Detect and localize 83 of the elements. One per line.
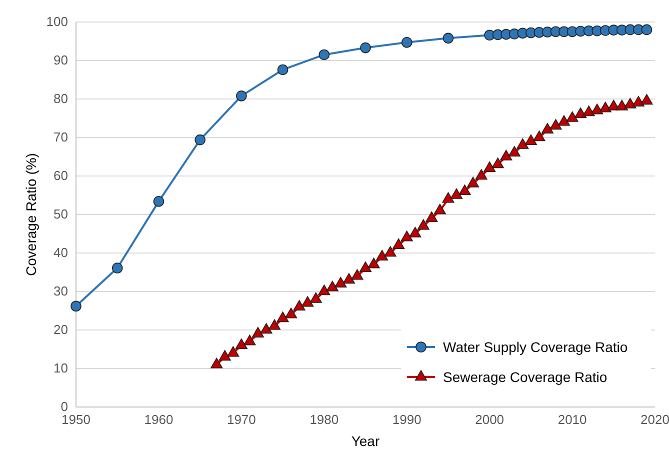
point: [516, 138, 529, 149]
x-tick-label: 2000: [475, 412, 504, 428]
y-tick-label: 80: [54, 91, 68, 106]
point: [326, 280, 338, 292]
point: [252, 326, 264, 338]
point: [458, 184, 471, 196]
point: [293, 300, 306, 311]
x-tick-label: 2020: [640, 412, 669, 428]
point: [426, 211, 438, 222]
y-tick-label: 0: [60, 399, 68, 414]
y-tick-label: 100: [46, 14, 68, 30]
point: [302, 296, 314, 307]
point: [417, 219, 430, 230]
point: [210, 358, 223, 368]
point: [624, 98, 636, 108]
legend-label: Sewerage Coverage Ratio: [443, 369, 608, 385]
point: [484, 161, 496, 172]
y-tick-label: 30: [54, 284, 68, 299]
point: [450, 188, 463, 199]
point: [434, 204, 446, 214]
point: [475, 169, 488, 180]
point: [277, 64, 288, 76]
y-tick-label: 50: [54, 206, 68, 222]
point: [318, 49, 330, 60]
point: [508, 146, 520, 157]
y-tick-label: 90: [54, 52, 68, 68]
point: [376, 250, 388, 261]
point: [194, 134, 206, 146]
point: [227, 346, 240, 357]
point: [359, 261, 372, 272]
x-tick-label: 2010: [558, 412, 587, 428]
point: [500, 150, 512, 160]
y-tick-label: 40: [54, 245, 68, 260]
point: [392, 238, 405, 249]
point: [574, 107, 587, 118]
point: [442, 192, 454, 203]
point: [334, 276, 347, 288]
x-tick-label: 1950: [62, 412, 90, 428]
y-axis-title: Coverage Ratio (%): [23, 153, 39, 276]
point: [351, 269, 364, 280]
point: [368, 258, 380, 268]
point: [400, 230, 413, 242]
point: [442, 32, 454, 44]
legend-label: Water Supply Coverage Ratio: [443, 339, 628, 355]
point: [244, 334, 256, 346]
point: [533, 130, 546, 142]
point: [558, 115, 570, 126]
y-tick-label: 10: [54, 360, 68, 376]
point: [632, 96, 644, 107]
x-tick-label: 1970: [226, 412, 256, 428]
point: [384, 246, 396, 257]
point: [268, 319, 281, 330]
point: [582, 106, 595, 116]
point: [640, 94, 653, 105]
point: [401, 37, 412, 48]
point: [409, 226, 422, 238]
point: [218, 350, 231, 361]
point: [260, 323, 272, 334]
point: [550, 119, 562, 130]
x-axis-title: Year: [351, 433, 380, 449]
x-tick-label: 1990: [392, 412, 422, 428]
point: [641, 24, 652, 36]
point: [235, 338, 248, 350]
point: [236, 90, 247, 102]
y-tick-label: 20: [54, 322, 68, 338]
point: [541, 122, 554, 134]
point: [616, 100, 628, 110]
y-tick-label: 70: [54, 130, 68, 145]
point: [276, 312, 289, 322]
point: [285, 308, 298, 318]
point: [360, 42, 371, 54]
point: [524, 134, 537, 146]
point: [466, 176, 480, 188]
point: [310, 292, 322, 303]
x-tick-label: 1960: [144, 412, 174, 428]
point: [318, 284, 330, 296]
point: [599, 102, 612, 112]
x-tick-label: 1980: [310, 412, 339, 428]
y-tick-label: 60: [54, 168, 68, 184]
point: [342, 273, 355, 284]
point: [153, 196, 164, 207]
point: [566, 111, 578, 122]
point: [492, 158, 504, 168]
